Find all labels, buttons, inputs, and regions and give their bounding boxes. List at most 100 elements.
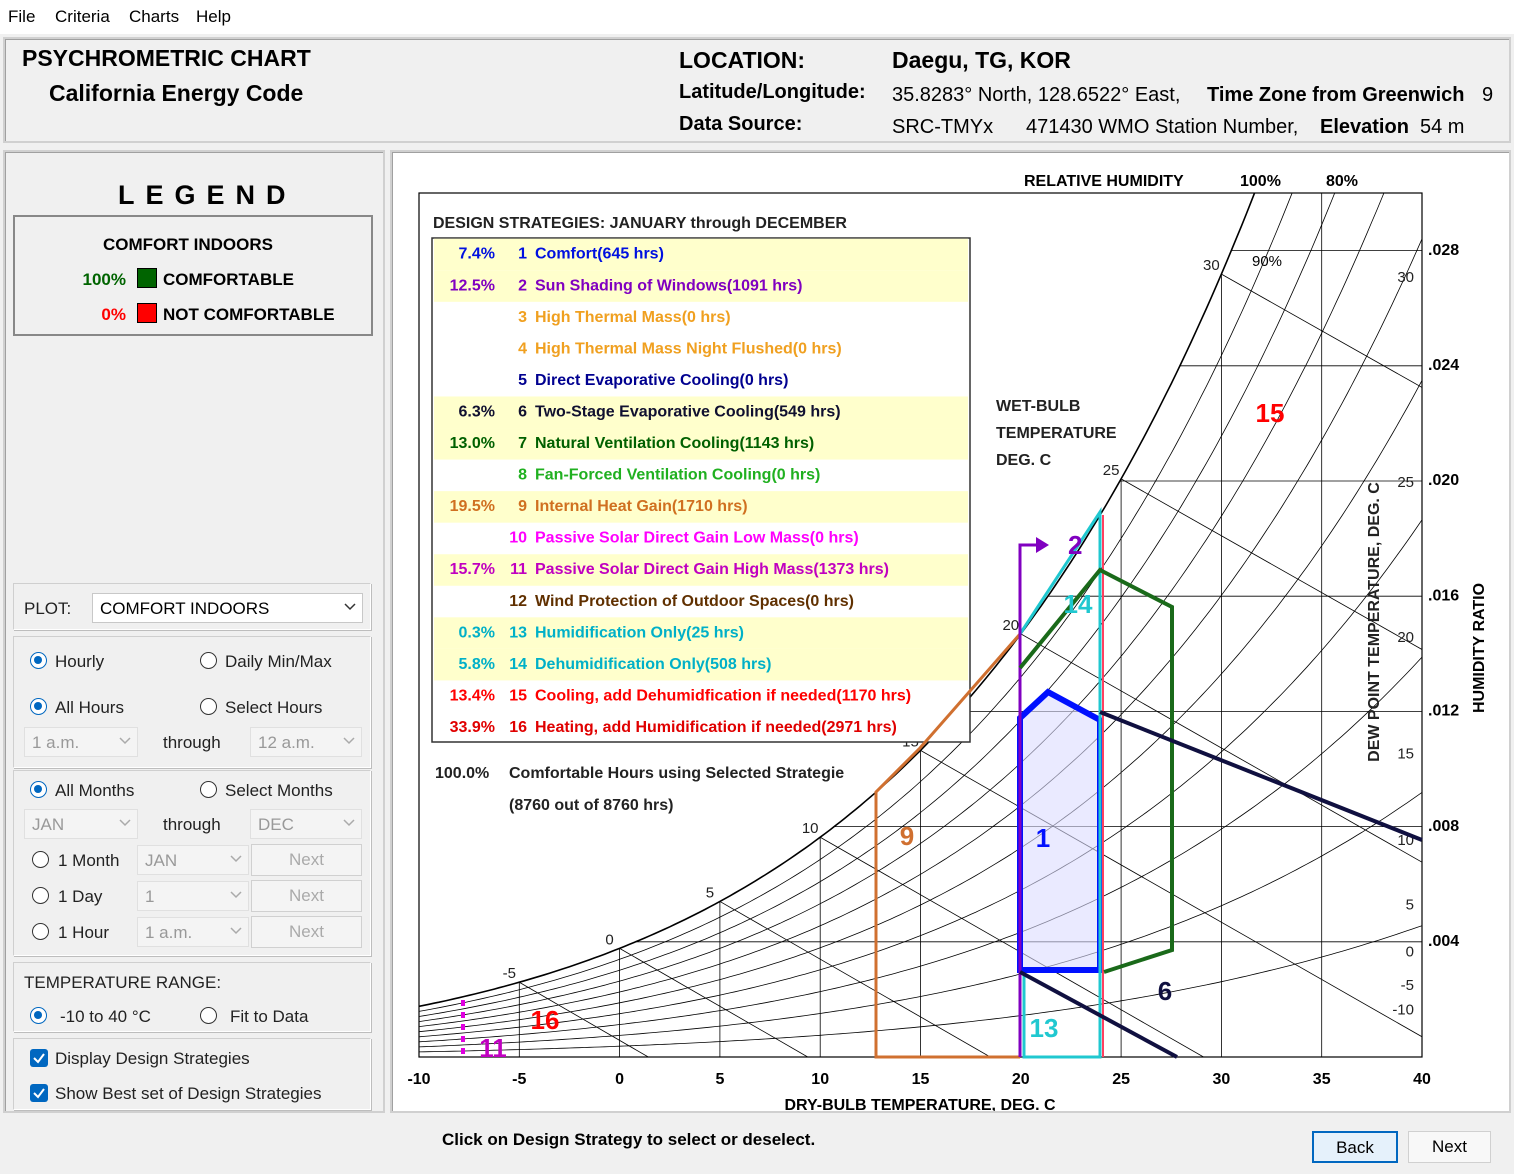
menu-item[interactable]: File bbox=[8, 7, 36, 26]
strategy-label: High Thermal Mass Night Flushed(0 hrs) bbox=[535, 340, 842, 357]
check-mark bbox=[33, 1053, 45, 1064]
wet-bulb-tick-label: 0 bbox=[605, 931, 613, 948]
strategy-label: Heating, add Humidification if needed(29… bbox=[535, 719, 897, 736]
strategy-row[interactable]: 19.5% 9 Internal Heat Gain(1710 hrs) bbox=[434, 491, 968, 523]
strategy-row[interactable]: 4 High Thermal Mass Night Flushed(0 hrs) bbox=[518, 340, 842, 357]
radio[interactable] bbox=[32, 887, 49, 904]
strategy-row[interactable]: 33.9% 16 Heating, add Humidification if ne… bbox=[450, 719, 897, 736]
strategy-row[interactable]: 8 Fan-Forced Ventilation Cooling(0 hrs) bbox=[518, 467, 820, 484]
humidity-ratio-tick-label: .028 bbox=[1428, 242, 1459, 259]
strategy-number: 6 bbox=[518, 403, 527, 420]
header-panel bbox=[3, 37, 1511, 143]
checkbox[interactable] bbox=[30, 1049, 48, 1067]
strategy-row[interactable]: 7.4% 1 Comfort(645 hrs) bbox=[434, 238, 968, 271]
radio[interactable] bbox=[32, 923, 49, 940]
radio-label: All Hours bbox=[55, 698, 124, 717]
radio[interactable] bbox=[200, 652, 217, 669]
radio[interactable] bbox=[200, 781, 217, 798]
strategy-row[interactable]: 3 High Thermal Mass(0 hrs) bbox=[518, 309, 731, 326]
menu-item[interactable]: Help bbox=[196, 7, 231, 26]
strategy-row[interactable]: 10 Passive Solar Direct Gain Low Mass(0 h… bbox=[509, 530, 858, 547]
zone-label: 9 bbox=[900, 821, 914, 851]
app-subtitle: California Energy Code bbox=[49, 80, 304, 106]
strategy-row[interactable]: 12 Wind Protection of Outdoor Spaces(0 hr… bbox=[509, 593, 854, 610]
row-highlight bbox=[434, 270, 968, 302]
strategies-title: DESIGN STRATEGIES: JANUARY through DECEM… bbox=[433, 215, 847, 232]
strategy-number: 12 bbox=[509, 593, 527, 610]
radio-label: All Months bbox=[55, 781, 135, 800]
strategy-row[interactable]: 6.3% 6 Two-Stage Evaporative Cooling(549 h… bbox=[434, 396, 968, 429]
strategy-row[interactable]: 5.8% 14 Dehumidification Only(508 hrs) bbox=[434, 648, 968, 681]
radio[interactable] bbox=[30, 698, 47, 715]
check-mark bbox=[33, 1088, 45, 1099]
strategy-row[interactable]: 15.7% 11 Passive Solar Direct Gain High Ma… bbox=[434, 554, 968, 586]
strategy-row[interactable]: 5 Direct Evaporative Cooling(0 hrs) bbox=[518, 372, 788, 389]
hour-select: 1 a.m. bbox=[24, 727, 138, 757]
strategy-label: Passive Solar Direct Gain Low Mass(0 hrs… bbox=[535, 530, 859, 547]
source: SRC-TMYx bbox=[892, 116, 994, 138]
row-highlight bbox=[434, 396, 968, 429]
strategy-row[interactable]: 13.0% 7 Natural Ventilation Cooling(1143 h… bbox=[434, 428, 968, 460]
row-highlight bbox=[434, 617, 968, 649]
footer-hint: Click on Design Strategy to select or de… bbox=[442, 1130, 816, 1149]
strategy-row[interactable]: 0.3% 13 Humidification Only(25 hrs) bbox=[434, 617, 968, 649]
radio-label: Select Hours bbox=[225, 698, 323, 717]
strategy-number: 13 bbox=[509, 624, 527, 641]
radio[interactable] bbox=[30, 1007, 47, 1024]
wet-bulb-tick-label: 25 bbox=[1103, 462, 1120, 479]
wet-bulb-line bbox=[719, 901, 991, 1057]
strategy-percent: 15.7% bbox=[450, 561, 495, 578]
through-label: through bbox=[163, 815, 221, 834]
radio-label: 1 Month bbox=[58, 851, 120, 870]
dew-point-tick-label: -5 bbox=[1401, 977, 1414, 994]
wet-bulb-tick-label: 20 bbox=[1002, 617, 1019, 634]
radio[interactable] bbox=[30, 652, 47, 669]
zone-label: 13 bbox=[1030, 1013, 1059, 1043]
dew-point-tick-label: -10 bbox=[1392, 1001, 1414, 1018]
x-tick-label: 0 bbox=[615, 1071, 624, 1088]
strategy-number: 11 bbox=[510, 561, 527, 578]
menu-item[interactable]: Criteria bbox=[55, 7, 110, 26]
chart-canvas: -10 -5 0 5 10 15 20 25 30 35 40.004.008.012.016.02… bbox=[407, 173, 1488, 1111]
radio-label: Hourly bbox=[55, 652, 105, 671]
strategy-number: 5 bbox=[518, 372, 527, 389]
zone-shading bbox=[1018, 543, 1040, 1057]
checkbox[interactable] bbox=[30, 1084, 48, 1102]
row-highlight bbox=[434, 554, 968, 586]
next-button[interactable]: Next bbox=[1408, 1131, 1491, 1163]
checkbox-label: Display Design Strategies bbox=[55, 1049, 250, 1068]
chevron bbox=[230, 927, 242, 935]
single-value: 1 bbox=[145, 887, 155, 906]
checkbox-label: Show Best set of Design Strategies bbox=[55, 1084, 322, 1103]
x-axis-title: DRY-BULB TEMPERATURE, DEG. C bbox=[784, 1097, 1056, 1111]
total-percent: 100.0% bbox=[435, 765, 489, 782]
timezone-label: Time Zone from Greenwich bbox=[1207, 84, 1465, 106]
radio-label: Fit to Data bbox=[230, 1007, 309, 1026]
strategy-row[interactable]: 13.4% 15 Cooling, add Dehumidfication if n… bbox=[450, 687, 911, 704]
latlon-label: Latitude/Longitude: bbox=[679, 81, 866, 103]
radio[interactable] bbox=[200, 698, 217, 715]
wet-bulb-line bbox=[920, 750, 1422, 1038]
legend-percent: 100% bbox=[82, 270, 126, 289]
radio[interactable] bbox=[200, 1007, 217, 1024]
back-button[interactable]: Back bbox=[1312, 1131, 1398, 1163]
zone-label: 1 bbox=[1036, 823, 1050, 853]
plot-select[interactable]: COMFORT INDOORS bbox=[92, 593, 363, 623]
radio[interactable] bbox=[32, 851, 49, 868]
month-value: DEC bbox=[258, 815, 294, 834]
latlon: 35.8283° North, 128.6522° East, bbox=[892, 84, 1181, 106]
wet-bulb-line bbox=[820, 836, 1204, 1057]
strategy-row[interactable]: 12.5% 2 Sun Shading of Windows(1091 hrs) bbox=[434, 270, 968, 302]
strategy-number: 2 bbox=[518, 277, 527, 294]
radio[interactable] bbox=[30, 781, 47, 798]
wet-bulb-title: DEG. C bbox=[996, 452, 1052, 469]
humidity-ratio-tick-label: .004 bbox=[1428, 933, 1459, 950]
location: Daegu, TG, KOR bbox=[892, 47, 1071, 73]
single-select: JAN bbox=[137, 845, 249, 875]
strategy-label: Sun Shading of Windows(1091 hrs) bbox=[535, 277, 802, 294]
humidity-ratio-tick-label: .020 bbox=[1428, 472, 1459, 489]
single-value: 1 a.m. bbox=[145, 923, 193, 942]
menu-item[interactable]: Charts bbox=[129, 7, 180, 26]
wet-bulb-line bbox=[1221, 273, 1422, 388]
x-tick-label: 10 bbox=[811, 1071, 829, 1088]
